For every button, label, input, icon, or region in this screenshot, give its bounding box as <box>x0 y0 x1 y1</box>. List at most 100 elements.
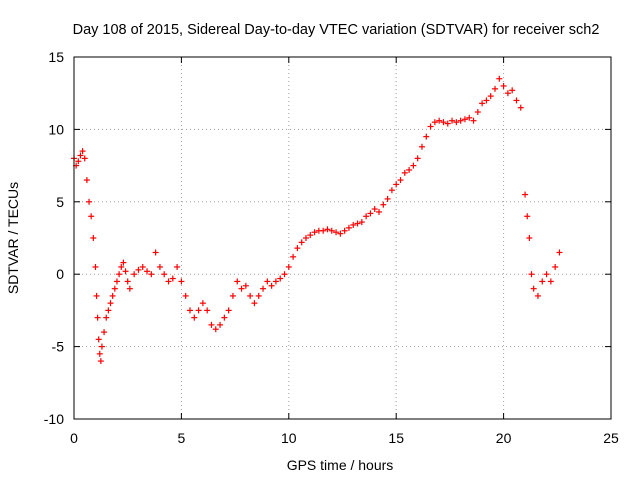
data-point <box>492 85 499 92</box>
data-point <box>260 285 267 292</box>
data-point <box>401 169 408 176</box>
data-point <box>466 114 473 121</box>
data-point <box>165 278 172 285</box>
data-point <box>242 282 249 289</box>
y-tick-label: -10 <box>44 411 64 427</box>
data-point <box>234 278 241 285</box>
data-point <box>229 292 236 299</box>
data-point <box>474 109 481 116</box>
data-point <box>116 271 123 278</box>
data-point <box>94 314 101 321</box>
data-point <box>124 278 131 285</box>
data-point <box>221 314 228 321</box>
data-point <box>363 213 370 220</box>
data-point <box>354 220 361 227</box>
data-point <box>75 158 82 165</box>
data-point <box>311 229 318 236</box>
data-point <box>101 329 108 336</box>
data-point <box>264 278 271 285</box>
x-tick-label: 25 <box>603 430 619 446</box>
data-point <box>483 97 490 104</box>
data-point <box>479 100 486 107</box>
data-point <box>186 307 193 314</box>
data-point <box>358 219 365 226</box>
data-point <box>444 120 451 127</box>
data-point <box>79 148 86 155</box>
data-point <box>380 201 387 208</box>
data-point <box>277 275 284 282</box>
x-tick-label: 5 <box>178 430 186 446</box>
x-tick-label: 20 <box>496 430 512 446</box>
data-point <box>556 249 563 256</box>
data-point <box>423 133 430 140</box>
data-point <box>182 292 189 299</box>
data-point <box>509 87 516 94</box>
data-point <box>238 285 245 292</box>
data-point <box>83 177 90 184</box>
data-point <box>543 271 550 278</box>
data-point <box>534 292 541 299</box>
data-point <box>333 229 340 236</box>
data-point <box>513 97 520 104</box>
data-point <box>298 239 305 246</box>
data-point <box>367 210 374 217</box>
grid-lines <box>74 57 611 419</box>
data-point <box>178 278 185 285</box>
data-point <box>105 307 112 314</box>
data-point <box>504 90 511 97</box>
data-point <box>320 227 327 234</box>
y-tick-label: 5 <box>56 194 64 210</box>
data-point <box>208 321 215 328</box>
data-point <box>144 268 151 275</box>
data-point <box>139 263 146 270</box>
data-point <box>247 292 254 299</box>
y-tick-label: -5 <box>52 339 65 355</box>
x-tick-label: 10 <box>281 430 297 446</box>
data-point <box>341 227 348 234</box>
data-point <box>272 278 279 285</box>
data-point <box>350 221 357 228</box>
data-point <box>131 271 138 278</box>
data-point <box>152 249 159 256</box>
data-point <box>107 300 114 307</box>
data-points <box>71 75 563 365</box>
data-point <box>90 235 97 241</box>
data-point <box>103 314 110 321</box>
data-point <box>302 235 309 241</box>
data-point <box>384 195 391 202</box>
data-point <box>547 278 554 285</box>
data-point <box>371 206 378 213</box>
data-point <box>268 282 275 289</box>
data-point <box>376 208 383 215</box>
data-point <box>98 343 105 350</box>
data-point <box>92 263 99 270</box>
y-tick-label: 15 <box>48 49 64 65</box>
data-point <box>496 75 503 82</box>
data-point <box>522 191 529 198</box>
plot-border <box>73 56 612 420</box>
data-point <box>431 119 438 126</box>
data-point <box>113 278 120 285</box>
y-tick-label: 0 <box>56 266 64 282</box>
axis-ticks: 0 5 10 15 20 25 -10 -5 0 5 10 15 <box>44 49 619 446</box>
data-point <box>427 123 434 130</box>
data-point <box>169 275 176 282</box>
data-point <box>436 117 443 124</box>
data-point <box>418 143 425 150</box>
data-point <box>191 314 198 321</box>
data-point <box>449 117 456 124</box>
data-point <box>122 268 129 275</box>
data-point <box>86 198 93 205</box>
data-point <box>135 266 142 273</box>
y-tick-label: 10 <box>48 121 64 137</box>
data-point <box>294 245 301 252</box>
data-point <box>290 253 297 260</box>
data-point <box>552 263 559 270</box>
data-point <box>414 155 421 162</box>
data-point <box>406 166 413 173</box>
data-point <box>95 336 102 343</box>
data-point <box>281 271 288 278</box>
data-point <box>195 307 202 314</box>
data-point <box>81 155 88 162</box>
data-point <box>77 152 84 159</box>
